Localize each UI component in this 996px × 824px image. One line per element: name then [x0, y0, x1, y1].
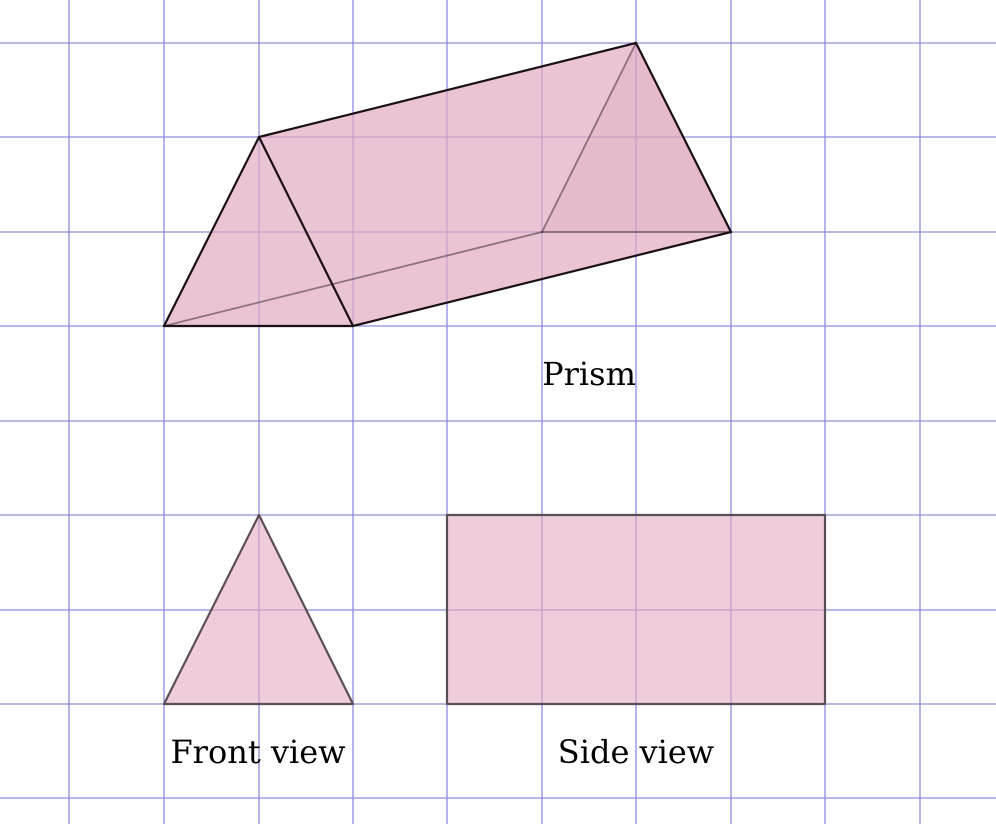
- prism-hidden-edge: [163, 231, 543, 327]
- prism-edge: [634, 41, 733, 234]
- prism-right-slant-face: [259, 43, 731, 326]
- side-view-rectangle: [445, 513, 827, 706]
- prism-hidden-edge: [541, 42, 637, 233]
- prism-back-face: [542, 43, 731, 232]
- front-view-triangle: [162, 513, 355, 706]
- prism-edge: [162, 135, 261, 328]
- prism-left-slant-face: [164, 43, 636, 326]
- prism-edge: [351, 230, 733, 328]
- prism-front-face: [164, 137, 353, 326]
- prism: [162, 41, 733, 328]
- prism-edge: [257, 135, 355, 328]
- prism-bottom-face: [164, 232, 731, 326]
- prism-edge: [257, 41, 638, 139]
- side-view-label: Side view: [558, 733, 714, 771]
- front-view-label: Front view: [170, 733, 345, 771]
- prism-label: Prism: [542, 355, 636, 393]
